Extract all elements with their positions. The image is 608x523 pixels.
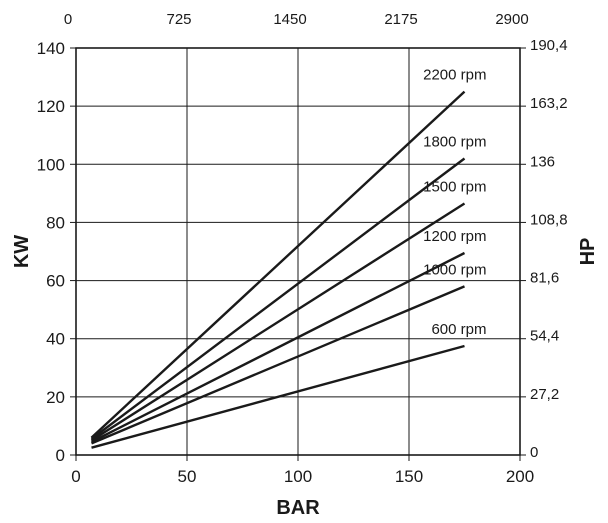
x-tick-label: 150 (395, 467, 423, 486)
top-tick-label: 0 (64, 11, 72, 28)
right-tick-label: 0 (530, 444, 538, 461)
x-axis-title: BAR (276, 497, 320, 519)
top-axis-ticks: 0 725 1450 2175 2900 (64, 11, 529, 28)
series-labels: 2200 rpm 1800 rpm 1500 rpm 1200 rpm 1000 rpm… (423, 67, 486, 338)
y-tick-label: 40 (46, 330, 65, 349)
series-line (91, 285, 465, 445)
x-tick-label: 50 (178, 467, 197, 486)
series-label: 1200 rpm (423, 228, 486, 245)
series-line (90, 157, 466, 440)
y-tick-label: 60 (46, 272, 65, 291)
series-label: 1800 rpm (423, 133, 486, 150)
x-tick-label: 0 (71, 467, 80, 486)
right-axis-title: HP (577, 238, 599, 266)
y-tick-label: 0 (56, 446, 65, 465)
series-label: 600 rpm (431, 321, 486, 338)
x-tick-label: 200 (506, 467, 534, 486)
y-tick-label: 100 (37, 155, 65, 174)
y-axis-ticks: 0 20 40 60 80 100 120 140 (37, 39, 76, 465)
series-line (90, 202, 466, 442)
right-tick-label: 81,6 (530, 270, 559, 287)
series-label: 1000 rpm (423, 261, 486, 278)
right-tick-label: 54,4 (530, 328, 559, 345)
right-tick-label: 163,2 (530, 95, 568, 112)
series-line (91, 344, 465, 449)
series-label: 2200 rpm (423, 67, 486, 84)
series-label: 1500 rpm (423, 179, 486, 196)
top-tick-label: 2900 (495, 11, 528, 28)
y-tick-label: 20 (46, 388, 65, 407)
right-axis-ticks: 0 27,2 54,4 81,6 108,8 136 163,2 190,4 (520, 37, 568, 461)
series-line (90, 251, 466, 443)
y-tick-label: 80 (46, 213, 65, 232)
x-tick-label: 100 (284, 467, 312, 486)
y-tick-label: 120 (37, 97, 65, 116)
right-tick-label: 190,4 (530, 37, 568, 54)
y-tick-label: 140 (37, 39, 65, 58)
top-tick-label: 725 (166, 11, 191, 28)
right-tick-label: 136 (530, 153, 555, 170)
grid (76, 48, 520, 455)
series-lines (90, 90, 466, 449)
top-tick-label: 2175 (384, 11, 417, 28)
series-line (90, 90, 466, 439)
x-axis-ticks: 0 50 100 150 200 (71, 455, 534, 486)
right-tick-label: 108,8 (530, 211, 568, 228)
y-axis-title: KW (11, 235, 33, 268)
right-tick-label: 27,2 (530, 386, 559, 403)
top-tick-label: 1450 (273, 11, 306, 28)
